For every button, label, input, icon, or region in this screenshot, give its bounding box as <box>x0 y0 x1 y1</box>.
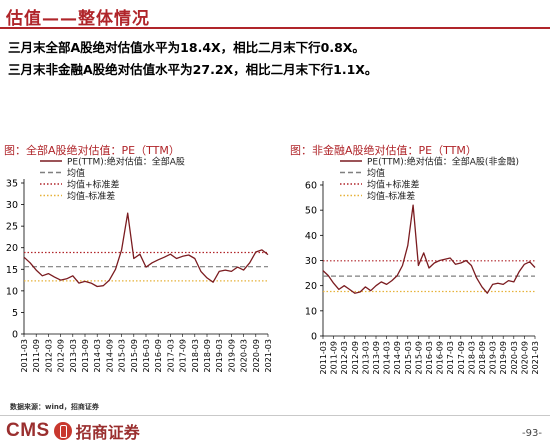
x-tick-label: 2016-09 <box>154 339 163 372</box>
pe-series-line <box>23 212 269 288</box>
x-tick-label: 2014-03 <box>93 339 102 372</box>
x-tick-label: 2013-03 <box>69 339 78 372</box>
x-tick-label: 2016-03 <box>142 339 151 372</box>
x-tick-label: 2011-09 <box>330 341 339 374</box>
x-tick-label: 2021-03 <box>531 341 540 374</box>
x-tick-label: 2015-09 <box>130 339 139 372</box>
x-tick-label: 2016-09 <box>436 341 445 374</box>
x-tick-label: 2013-03 <box>361 341 370 374</box>
x-tick-label: 2017-09 <box>457 341 466 374</box>
x-tick-label: 2020-09 <box>520 341 529 374</box>
legend-mean-plus-std-label: 均值+标准差 <box>367 179 420 191</box>
x-tick-label: 2012-03 <box>340 341 349 374</box>
legend-mean-label: 均值 <box>67 167 85 179</box>
y-tick-label: 30 <box>305 256 317 267</box>
data-source-note: 数据来源：wind，招商证券 <box>10 403 99 411</box>
x-tick-label: 2011-03 <box>319 341 328 374</box>
x-tick-label: 2015-09 <box>414 341 423 374</box>
x-tick-label: 2014-09 <box>105 339 114 372</box>
legend-mean-minus-std-label: 均值-标准差 <box>367 190 415 202</box>
x-tick-label: 2020-03 <box>240 339 249 372</box>
x-tick-label: 2020-09 <box>252 339 261 372</box>
y-tick-label: 0 <box>12 330 18 341</box>
logo-text-cms: CMS <box>6 420 50 441</box>
y-tick-label: 15 <box>6 265 18 276</box>
x-tick-label: 2019-03 <box>489 341 498 374</box>
x-tick-label: 2019-03 <box>215 339 224 372</box>
title-divider <box>0 27 550 29</box>
x-tick-label: 2015-03 <box>118 339 127 372</box>
x-tick-label: 2017-09 <box>179 339 188 372</box>
legend-mean-label: 均值 <box>367 167 385 179</box>
y-tick-label: 60 <box>305 181 317 192</box>
y-tick-label: 50 <box>305 206 317 217</box>
x-tick-label: 2012-03 <box>44 339 53 372</box>
x-tick-label: 2013-09 <box>372 341 381 374</box>
chart-1-title: 图：全部A股绝对估值：PE（TTM） <box>4 144 180 157</box>
pe-series-line <box>322 204 536 294</box>
x-tick-label: 2019-09 <box>499 341 508 374</box>
x-tick-label: 2018-03 <box>191 339 200 372</box>
y-tick-label: 5 <box>12 308 18 319</box>
x-tick-label: 2021-03 <box>264 339 273 372</box>
x-tick-label: 2012-09 <box>351 341 360 374</box>
x-tick-label: 2018-03 <box>467 341 476 374</box>
x-tick-label: 2013-09 <box>81 339 90 372</box>
y-tick-label: 0 <box>311 332 317 343</box>
logo-text-cn: 招商证券 <box>75 423 140 442</box>
x-tick-label: 2011-03 <box>20 339 29 372</box>
chart-non-financial-a-shares: 0 10 20 30 40 50 60 2011-03 2011-09 2012-03 2012-0… <box>305 156 540 375</box>
x-tick-label: 2016-03 <box>425 341 434 374</box>
x-tick-label: 2018-09 <box>478 341 487 374</box>
x-tick-label: 2017-03 <box>446 341 455 374</box>
logo-mark-icon <box>53 422 72 440</box>
y-tick-label: 10 <box>305 306 317 317</box>
y-tick-label: 25 <box>6 222 18 233</box>
chart-2-title: 图：非金融A股绝对估值：PE（TTM） <box>290 144 477 157</box>
x-tick-label: 2015-03 <box>404 341 413 374</box>
chart-all-a-shares: 0 5 10 15 20 25 30 35 2011-03 2011-09 2012-03 2012-… <box>6 156 273 373</box>
summary-line-2: 三月末非金融A股绝对估值水平为27.2X，相比二月末下行1.1X。 <box>8 62 378 77</box>
x-tick-label: 2017-03 <box>166 339 175 372</box>
x-tick-label: 2018-09 <box>203 339 212 372</box>
legend-pe-label: PE(TTM):绝对估值：全部A股(非金融) <box>367 156 519 168</box>
y-tick-label: 20 <box>305 281 317 292</box>
x-tick-label: 2012-09 <box>57 339 66 372</box>
footer-divider <box>0 415 550 416</box>
y-tick-label: 30 <box>6 200 18 211</box>
y-tick-label: 40 <box>305 231 317 242</box>
legend-pe-label: PE(TTM):绝对估值：全部A股 <box>67 156 185 168</box>
page-title: 估值——整体情况 <box>6 9 150 29</box>
x-tick-label: 2014-09 <box>393 341 402 374</box>
legend-mean-minus-std-label: 均值-标准差 <box>67 190 115 202</box>
x-tick-label: 2019-09 <box>227 339 236 372</box>
y-tick-label: 20 <box>6 243 18 254</box>
x-tick-label: 2011-09 <box>32 339 41 372</box>
y-tick-label: 35 <box>6 179 18 190</box>
legend-mean-plus-std-label: 均值+标准差 <box>67 179 120 191</box>
x-tick-label: 2020-03 <box>510 341 519 374</box>
page-number: -93- <box>522 428 542 439</box>
company-logo: CMS 招商证券 <box>6 420 140 442</box>
x-tick-label: 2014-03 <box>383 341 392 374</box>
summary-line-1: 三月末全部A股绝对估值水平为18.4X，相比二月末下行0.8X。 <box>8 40 365 55</box>
y-tick-label: 10 <box>6 286 18 297</box>
